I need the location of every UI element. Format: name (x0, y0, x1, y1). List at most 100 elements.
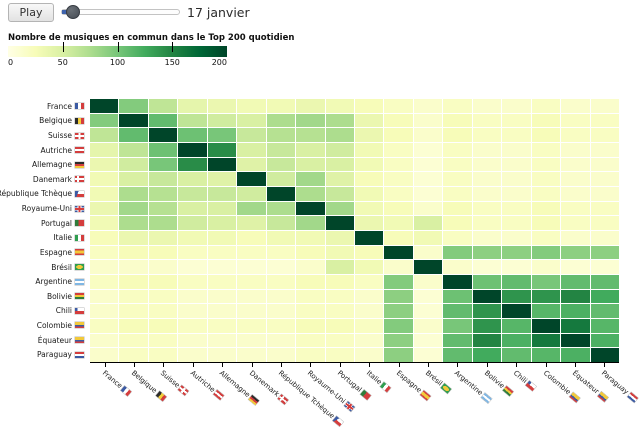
heatmap-cell[interactable] (296, 319, 325, 333)
heatmap-cell[interactable] (443, 99, 472, 113)
heatmap-cell[interactable] (296, 99, 325, 113)
heatmap-cell[interactable] (237, 128, 266, 142)
heatmap-cell[interactable] (90, 333, 119, 348)
heatmap-cell[interactable] (296, 128, 325, 142)
heatmap-cell[interactable] (384, 333, 413, 348)
heatmap-cell[interactable] (325, 99, 354, 113)
heatmap-cell[interactable] (502, 304, 531, 318)
heatmap-cell[interactable] (325, 113, 354, 128)
heatmap-cell[interactable] (472, 216, 502, 230)
heatmap-cell[interactable] (472, 172, 502, 186)
heatmap-cell[interactable] (207, 231, 237, 245)
heatmap-cell[interactable] (119, 231, 148, 245)
heatmap-cell[interactable] (207, 348, 237, 362)
heatmap-cell[interactable] (590, 172, 619, 186)
heatmap-cell[interactable] (325, 348, 354, 362)
heatmap-cell[interactable] (207, 172, 237, 186)
heatmap-cell[interactable] (590, 157, 619, 172)
heatmap-cell[interactable] (148, 172, 178, 186)
heatmap-cell[interactable] (561, 260, 590, 274)
heatmap-cell[interactable] (266, 216, 296, 230)
heatmap-cell[interactable] (384, 201, 413, 216)
heatmap-cell[interactable] (178, 304, 207, 318)
heatmap-cell[interactable] (502, 201, 531, 216)
heatmap-cell[interactable] (502, 157, 531, 172)
heatmap-cell[interactable] (355, 187, 384, 201)
heatmap-cell[interactable] (443, 231, 472, 245)
heatmap-cell[interactable] (531, 304, 561, 318)
heatmap-cell[interactable] (472, 143, 502, 157)
heatmap-cell[interactable] (237, 304, 266, 318)
heatmap-cell[interactable] (443, 289, 472, 304)
heatmap-cell[interactable] (355, 348, 384, 362)
heatmap-cell[interactable] (561, 172, 590, 186)
heatmap-cell[interactable] (178, 275, 207, 289)
heatmap-cell[interactable] (119, 304, 148, 318)
heatmap-cell[interactable] (531, 99, 561, 113)
heatmap-cell[interactable] (266, 304, 296, 318)
heatmap-cell[interactable] (590, 216, 619, 230)
heatmap-cell[interactable] (590, 348, 619, 362)
heatmap-cell[interactable] (207, 289, 237, 304)
heatmap-cell[interactable] (178, 128, 207, 142)
heatmap-cell[interactable] (148, 99, 178, 113)
heatmap-cell[interactable] (561, 245, 590, 260)
heatmap-cell[interactable] (90, 143, 119, 157)
heatmap-cell[interactable] (413, 275, 443, 289)
heatmap-cell[interactable] (296, 157, 325, 172)
heatmap-cell[interactable] (148, 216, 178, 230)
heatmap-cell[interactable] (384, 172, 413, 186)
heatmap-cell[interactable] (325, 231, 354, 245)
heatmap-cell[interactable] (325, 172, 354, 186)
slider-handle-icon[interactable] (66, 5, 80, 19)
heatmap-cell[interactable] (148, 245, 178, 260)
heatmap-cell[interactable] (443, 275, 472, 289)
heatmap-cell[interactable] (443, 128, 472, 142)
heatmap-cell[interactable] (207, 319, 237, 333)
heatmap-cell[interactable] (413, 172, 443, 186)
heatmap-cell[interactable] (296, 201, 325, 216)
heatmap-cell[interactable] (296, 333, 325, 348)
heatmap-cell[interactable] (90, 99, 119, 113)
heatmap-cell[interactable] (590, 231, 619, 245)
heatmap-cell[interactable] (119, 216, 148, 230)
heatmap-cell[interactable] (178, 157, 207, 172)
heatmap-cell[interactable] (325, 260, 354, 274)
heatmap-cell[interactable] (296, 260, 325, 274)
heatmap-cell[interactable] (148, 143, 178, 157)
heatmap-cell[interactable] (590, 201, 619, 216)
heatmap-cell[interactable] (237, 319, 266, 333)
heatmap-cell[interactable] (237, 113, 266, 128)
heatmap-cell[interactable] (355, 260, 384, 274)
heatmap-cell[interactable] (384, 348, 413, 362)
heatmap-cell[interactable] (413, 333, 443, 348)
heatmap-cell[interactable] (355, 172, 384, 186)
heatmap-cell[interactable] (296, 113, 325, 128)
heatmap-cell[interactable] (355, 157, 384, 172)
heatmap-cell[interactable] (590, 260, 619, 274)
heatmap-cell[interactable] (119, 99, 148, 113)
heatmap-cell[interactable] (148, 348, 178, 362)
heatmap-cell[interactable] (148, 260, 178, 274)
heatmap-cell[interactable] (413, 187, 443, 201)
heatmap-cell[interactable] (148, 333, 178, 348)
heatmap-cell[interactable] (472, 304, 502, 318)
heatmap-cell[interactable] (148, 319, 178, 333)
heatmap-cell[interactable] (266, 275, 296, 289)
heatmap-cell[interactable] (384, 245, 413, 260)
heatmap-cell[interactable] (561, 99, 590, 113)
heatmap-cell[interactable] (207, 99, 237, 113)
heatmap-cell[interactable] (119, 333, 148, 348)
heatmap-cell[interactable] (207, 275, 237, 289)
heatmap-cell[interactable] (472, 157, 502, 172)
heatmap-cell[interactable] (90, 128, 119, 142)
heatmap-cell[interactable] (266, 99, 296, 113)
heatmap-cell[interactable] (413, 216, 443, 230)
heatmap-cell[interactable] (531, 172, 561, 186)
heatmap-cell[interactable] (178, 260, 207, 274)
heatmap-cell[interactable] (384, 319, 413, 333)
heatmap-cell[interactable] (413, 99, 443, 113)
heatmap-cell[interactable] (178, 201, 207, 216)
heatmap-cell[interactable] (90, 289, 119, 304)
heatmap-cell[interactable] (296, 143, 325, 157)
